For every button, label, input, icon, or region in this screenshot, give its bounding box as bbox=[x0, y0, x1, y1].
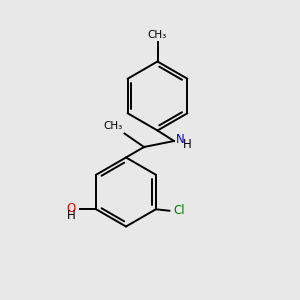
Text: CH₃: CH₃ bbox=[148, 31, 167, 40]
Text: O: O bbox=[67, 202, 76, 215]
Text: H: H bbox=[182, 138, 191, 152]
Text: N: N bbox=[176, 133, 184, 146]
Text: Cl: Cl bbox=[173, 204, 184, 217]
Text: CH₃: CH₃ bbox=[104, 121, 123, 131]
Text: H: H bbox=[67, 209, 76, 222]
